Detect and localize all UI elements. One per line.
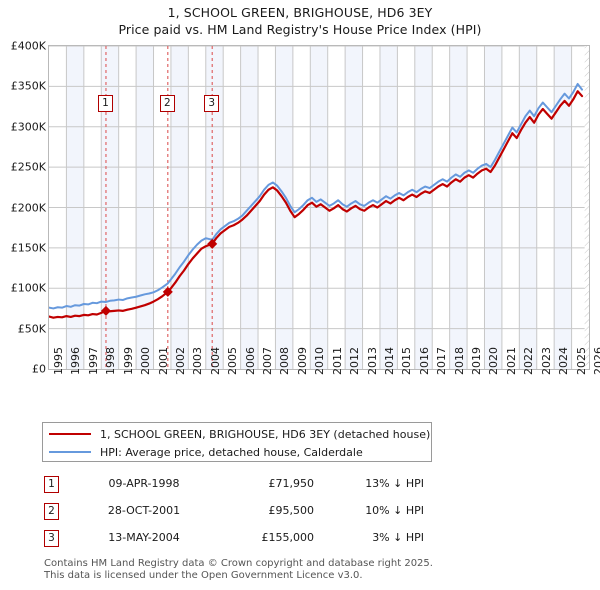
x-axis-tick-label: 2025 <box>574 347 588 375</box>
y-axis-tick-label: £300K <box>10 120 46 134</box>
y-axis-tick-label: £400K <box>10 39 46 53</box>
footer-line-1: Contains HM Land Registry data © Crown c… <box>44 558 433 569</box>
transaction-index-badge: 3 <box>44 530 59 547</box>
y-axis-tick-label: £250K <box>10 160 46 174</box>
x-axis-tick-label: 1999 <box>121 347 135 375</box>
transaction-point-marker[interactable] <box>100 305 111 316</box>
footer-line-2: This data is licensed under the Open Gov… <box>44 570 363 581</box>
x-axis-tick-label: 2019 <box>470 347 484 375</box>
legend-swatch-hpi <box>49 451 91 453</box>
transaction-point-marker[interactable] <box>162 286 173 297</box>
x-axis-tick-label: 2023 <box>539 347 553 375</box>
transaction-row[interactable]: 2 28-OCT-2001 £95,500 10% ↓ HPI <box>44 501 444 523</box>
x-axis-tick-label: 2006 <box>243 347 257 375</box>
legend-label-hpi: HPI: Average price, detached house, Cald… <box>100 445 363 459</box>
chart-area: £0 £50K £100K £150K £200K £250K £300K £350K £400… <box>0 39 600 376</box>
page-title: 1, SCHOOL GREEN, BRIGHOUSE, HD6 3EY <box>167 5 433 20</box>
x-axis-tick-label: 1996 <box>69 347 83 375</box>
transaction-date: 28-OCT-2001 <box>107 504 181 517</box>
transaction-row[interactable]: 1 09-APR-1998 £71,950 13% ↓ HPI <box>44 474 444 496</box>
x-axis-tick-label: 2013 <box>365 347 379 375</box>
legend-swatch-property <box>49 433 91 435</box>
transaction-price: £71,950 <box>268 477 315 490</box>
y-axis-tick-label: £200K <box>10 201 46 214</box>
plot-svg <box>49 46 589 369</box>
y-axis-tick-label: £150K <box>10 241 46 255</box>
x-axis-tick-label: 2015 <box>400 347 414 375</box>
y-axis-tick-label: £100K <box>10 281 46 295</box>
x-axis-tick-label: 2016 <box>417 347 431 375</box>
x-axis-tick-label: 2022 <box>522 347 536 375</box>
footer-attribution: Contains HM Land Registry data © Crown c… <box>44 558 564 582</box>
chart-title-block: 1, SCHOOL GREEN, BRIGHOUSE, HD6 3EY Pric… <box>0 4 600 38</box>
chart-marker-flag-1[interactable]: 1 <box>97 95 113 112</box>
page-subtitle: Price paid vs. HM Land Registry's House … <box>118 22 482 37</box>
legend-item-property: 1, SCHOOL GREEN, BRIGHOUSE, HD6 3EY (det… <box>49 425 430 443</box>
plot-area <box>48 45 590 370</box>
chart-marker-flag-2[interactable]: 2 <box>159 95 175 112</box>
x-axis-tick-label: 2009 <box>295 347 309 375</box>
x-axis-tick-label: 2008 <box>278 347 292 375</box>
x-axis-tick-label: 2010 <box>313 347 327 375</box>
x-axis-tick-label: 2002 <box>173 347 187 375</box>
transaction-hpi-delta: 10% ↓ HPI <box>365 504 424 517</box>
x-axis-tick-label: 2007 <box>261 347 275 375</box>
transaction-price: £155,000 <box>261 531 315 544</box>
x-axis-tick-label: 2014 <box>382 347 396 375</box>
y-axis-tick-label: £350K <box>10 79 46 93</box>
series-line-property <box>49 90 584 319</box>
x-axis-tick-label: 2012 <box>348 347 362 375</box>
x-axis-tick-label: 2001 <box>156 347 170 375</box>
chart-marker-flag-3[interactable]: 3 <box>204 95 220 112</box>
series-line-hpi <box>49 82 584 310</box>
transaction-row[interactable]: 3 13-MAY-2004 £155,000 3% ↓ HPI <box>44 528 444 550</box>
legend-item-hpi: HPI: Average price, detached house, Cald… <box>49 443 363 461</box>
x-axis-tick-label: 2011 <box>330 347 344 375</box>
x-axis-tick-label: 2020 <box>487 347 501 375</box>
x-axis-tick-label: 2004 <box>208 347 222 375</box>
x-axis-tick-label: 2017 <box>435 347 449 375</box>
x-axis-tick-label: 2018 <box>452 347 466 375</box>
x-axis-tick-label: 1997 <box>86 347 100 375</box>
x-axis-tick-label: 2003 <box>191 347 205 375</box>
x-axis-tick-label: 2005 <box>226 347 240 375</box>
chart-legend: 1, SCHOOL GREEN, BRIGHOUSE, HD6 3EY (det… <box>42 422 432 462</box>
transaction-index-badge: 1 <box>44 476 59 493</box>
transaction-price: £95,500 <box>268 504 315 517</box>
legend-label-property: 1, SCHOOL GREEN, BRIGHOUSE, HD6 3EY (det… <box>100 427 431 441</box>
y-axis-tick-label: £0 <box>32 362 46 376</box>
x-axis-tick-label: 2021 <box>504 347 518 375</box>
x-axis-tick-label: 2024 <box>557 347 571 375</box>
x-axis-tick-label: 1995 <box>52 347 65 375</box>
transaction-date: 13-MAY-2004 <box>108 531 180 544</box>
transaction-point-marker[interactable] <box>207 238 218 249</box>
y-axis-tick-label: £50K <box>17 322 46 336</box>
x-axis-tick-label: 2026 <box>592 347 600 375</box>
transaction-hpi-delta: 13% ↓ HPI <box>365 477 424 490</box>
x-axis-tick-label: 1998 <box>104 347 118 375</box>
no-data-hatch-region <box>584 46 589 369</box>
transaction-date: 09-APR-1998 <box>108 477 180 490</box>
transaction-index-badge: 2 <box>44 503 59 520</box>
transaction-hpi-delta: 3% ↓ HPI <box>372 531 424 544</box>
x-axis-tick-label: 2000 <box>139 347 153 375</box>
